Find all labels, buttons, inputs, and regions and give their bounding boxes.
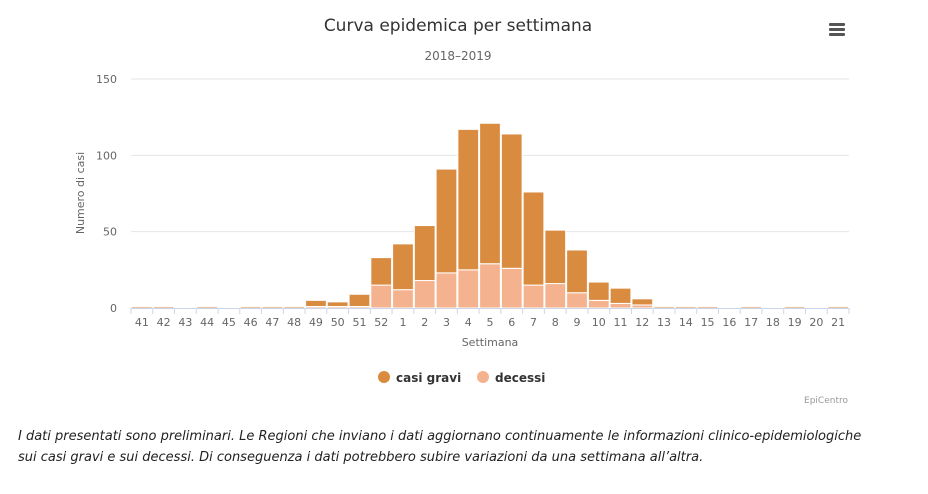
bar-casi-gravi[interactable] (435, 168, 458, 274)
x-tick-label: 18 (766, 316, 780, 329)
x-tick-label: 8 (552, 316, 559, 329)
bar-casi-gravi[interactable] (196, 305, 219, 309)
bar-casi-gravi[interactable] (305, 299, 327, 307)
bar-casi-gravi[interactable] (566, 249, 588, 294)
chart: Curva epidemica per settimana 2018–2019 … (74, 16, 852, 406)
bar-casi-gravi[interactable] (609, 287, 632, 304)
x-tick-label: 45 (222, 316, 236, 329)
chart-menu-button[interactable] (822, 17, 852, 43)
bar-casi-gravi[interactable] (674, 305, 697, 309)
legend-item[interactable]: decessi (477, 371, 545, 385)
x-axis-title: Settimana (462, 336, 519, 349)
footnote-line-1: I dati presentati sono preliminari. Le R… (18, 429, 862, 444)
bar-decessi[interactable] (587, 299, 610, 309)
bar-decessi[interactable] (413, 280, 436, 309)
x-tick-label: 6 (508, 316, 515, 329)
bar-casi-gravi[interactable] (696, 305, 719, 309)
bar-casi-gravi[interactable] (740, 305, 762, 309)
bar-decessi[interactable] (435, 272, 458, 309)
bar-casi-gravi[interactable] (370, 257, 393, 286)
bar-casi-gravi[interactable] (631, 298, 654, 306)
y-tick-label: 0 (110, 302, 117, 315)
x-tick-label: 1 (399, 316, 406, 329)
x-tick-label: 2 (421, 316, 428, 329)
x-tick-label: 17 (744, 316, 758, 329)
x-tick-label: 9 (574, 316, 581, 329)
x-tick-label: 10 (592, 316, 606, 329)
x-tick-label: 42 (157, 316, 171, 329)
x-tick-label: 46 (244, 316, 258, 329)
x-tick-label: 48 (287, 316, 301, 329)
y-tick-label: 100 (96, 149, 117, 162)
x-tick-label: 43 (178, 316, 192, 329)
bar-decessi[interactable] (457, 269, 480, 309)
bar-decessi[interactable] (566, 292, 588, 309)
x-tick-label: 16 (722, 316, 736, 329)
bar-decessi[interactable] (522, 284, 545, 309)
bar-casi-gravi[interactable] (783, 305, 806, 309)
bar-casi-gravi[interactable] (827, 305, 850, 309)
legend-item[interactable]: casi gravi (378, 371, 461, 385)
y-tick-label: 150 (96, 73, 117, 86)
x-tick-label: 47 (265, 316, 279, 329)
bar-casi-gravi[interactable] (283, 305, 306, 309)
x-axis-ticks: 41 42 43 44 45 46 47 48 49 50 51 52 1 2 3 4 5 6 7 8 9 10 11 12 1… (130, 308, 850, 329)
bar-casi-gravi[interactable] (653, 305, 675, 309)
legend-marker-icon[interactable] (378, 371, 390, 383)
chart-subtitle: 2018–2019 (424, 49, 491, 63)
x-tick-label: 7 (530, 316, 537, 329)
chart-credit[interactable]: EpiCentro (804, 396, 848, 406)
x-tick-label: 4 (465, 316, 472, 329)
hamburger-menu-icon[interactable] (829, 23, 845, 36)
x-tick-label: 21 (831, 316, 845, 329)
bar-casi-gravi[interactable] (261, 305, 284, 309)
x-tick-label: 3 (443, 316, 450, 329)
bar-casi-gravi[interactable] (413, 225, 436, 282)
legend: casi gravi decessi (378, 371, 545, 385)
x-tick-label: 41 (135, 316, 149, 329)
bar-casi-gravi[interactable] (392, 243, 414, 291)
bars (131, 122, 850, 309)
bar-casi-gravi[interactable] (479, 122, 501, 265)
bar-decessi[interactable] (500, 267, 523, 309)
x-tick-label: 5 (487, 316, 494, 329)
x-tick-label: 44 (200, 316, 214, 329)
footnote: I dati presentati sono preliminari. Le R… (18, 426, 898, 468)
bar-casi-gravi[interactable] (587, 281, 610, 301)
legend-marker-icon[interactable] (477, 371, 489, 383)
chart-title: Curva epidemica per settimana (324, 16, 592, 36)
bar-casi-gravi[interactable] (522, 191, 545, 286)
y-tick-label: 50 (103, 226, 117, 239)
x-tick-label: 50 (331, 316, 345, 329)
bar-decessi[interactable] (544, 283, 567, 309)
bar-decessi[interactable] (392, 289, 414, 309)
x-tick-label: 19 (788, 316, 802, 329)
bar-casi-gravi[interactable] (131, 305, 153, 309)
bar-casi-gravi[interactable] (348, 293, 371, 307)
legend-label[interactable]: decessi (495, 371, 545, 385)
x-tick-label: 13 (657, 316, 671, 329)
bar-casi-gravi[interactable] (239, 305, 262, 309)
x-tick-label: 11 (614, 316, 628, 329)
footnote-line-2: sui casi gravi e sui decessi. Di consegu… (18, 450, 704, 465)
x-tick-label: 52 (374, 316, 388, 329)
bar-decessi[interactable] (370, 284, 393, 309)
x-tick-label: 15 (701, 316, 715, 329)
bar-casi-gravi[interactable] (544, 229, 567, 285)
x-tick-label: 49 (309, 316, 323, 329)
bar-casi-gravi[interactable] (326, 301, 349, 307)
bar-casi-gravi[interactable] (500, 133, 523, 269)
x-tick-label: 20 (809, 316, 823, 329)
bar-casi-gravi[interactable] (152, 305, 175, 309)
x-tick-label: 12 (635, 316, 649, 329)
y-axis-ticks: 0 50 100 150 (96, 73, 117, 315)
x-tick-label: 14 (679, 316, 693, 329)
y-axis-title: Numero di casi (74, 152, 87, 234)
x-tick-label: 51 (352, 316, 366, 329)
bar-casi-gravi[interactable] (457, 128, 480, 271)
bar-decessi[interactable] (479, 263, 501, 309)
bar-decessi[interactable] (609, 302, 632, 309)
legend-label[interactable]: casi gravi (396, 371, 461, 385)
